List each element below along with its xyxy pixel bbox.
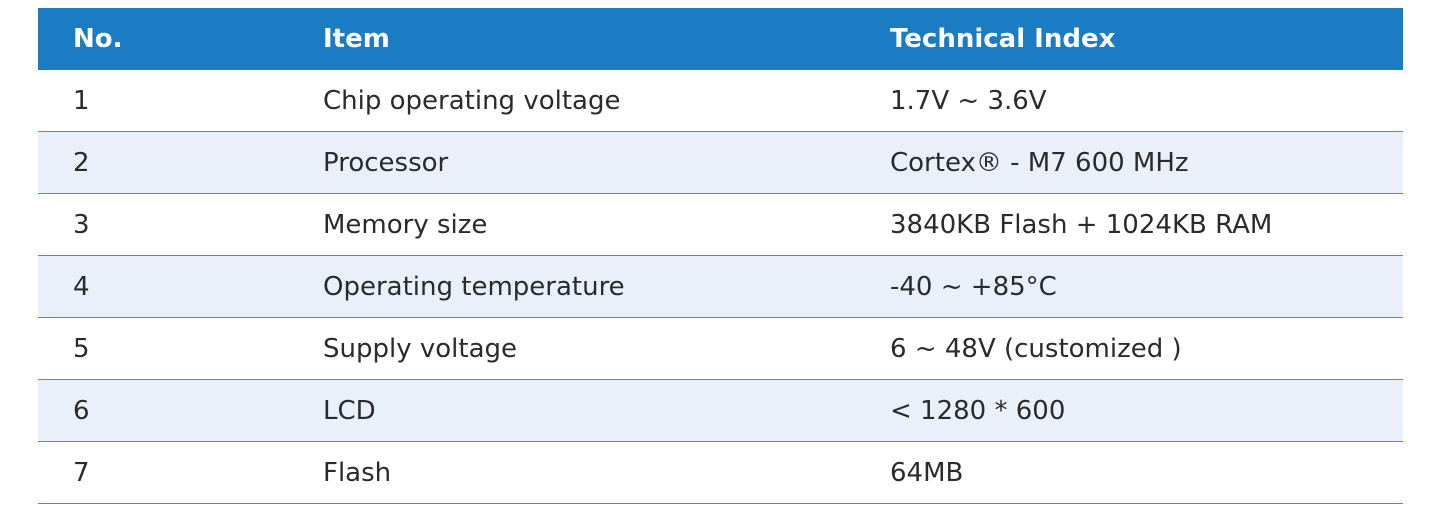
- row-item: Processor: [323, 147, 449, 178]
- row-no: 5: [73, 333, 90, 364]
- spec-table: No. Item Technical Index 1 Chip operatin…: [38, 8, 1403, 504]
- header-item: Item: [323, 24, 390, 54]
- row-item: Supply voltage: [323, 333, 518, 364]
- row-technical-index: 1.7V ~ 3.6V: [890, 85, 1047, 116]
- row-item: Flash: [323, 457, 392, 488]
- row-item: Operating temperature: [323, 271, 625, 302]
- table-row: 1 Chip operating voltage 1.7V ~ 3.6V: [38, 70, 1403, 132]
- row-technical-index: Cortex® - M7 600 MHz: [890, 147, 1189, 178]
- row-technical-index: 6 ~ 48V (customized ): [890, 333, 1182, 364]
- header-technical-index: Technical Index: [890, 24, 1116, 54]
- row-item: Chip operating voltage: [323, 85, 621, 116]
- row-no: 6: [73, 395, 90, 426]
- row-no: 2: [73, 147, 90, 178]
- row-item: Memory size: [323, 209, 488, 240]
- row-technical-index: -40 ~ +85°C: [890, 271, 1057, 302]
- table-row: 6 LCD < 1280 * 600: [38, 380, 1403, 442]
- table-row: 4 Operating temperature -40 ~ +85°C: [38, 256, 1403, 318]
- row-technical-index: 64MB: [890, 457, 964, 488]
- table-row: 3 Memory size 3840KB Flash + 1024KB RAM: [38, 194, 1403, 256]
- table-header: No. Item Technical Index: [38, 8, 1403, 70]
- row-no: 3: [73, 209, 90, 240]
- header-no: No.: [73, 24, 123, 54]
- row-no: 1: [73, 85, 90, 116]
- row-no: 7: [73, 457, 90, 488]
- table-row: 5 Supply voltage 6 ~ 48V (customized ): [38, 318, 1403, 380]
- row-technical-index: 3840KB Flash + 1024KB RAM: [890, 209, 1273, 240]
- row-item: LCD: [323, 395, 376, 426]
- table-row: 7 Flash 64MB: [38, 442, 1403, 504]
- row-technical-index: < 1280 * 600: [890, 395, 1066, 426]
- table-row: 2 Processor Cortex® - M7 600 MHz: [38, 132, 1403, 194]
- row-no: 4: [73, 271, 90, 302]
